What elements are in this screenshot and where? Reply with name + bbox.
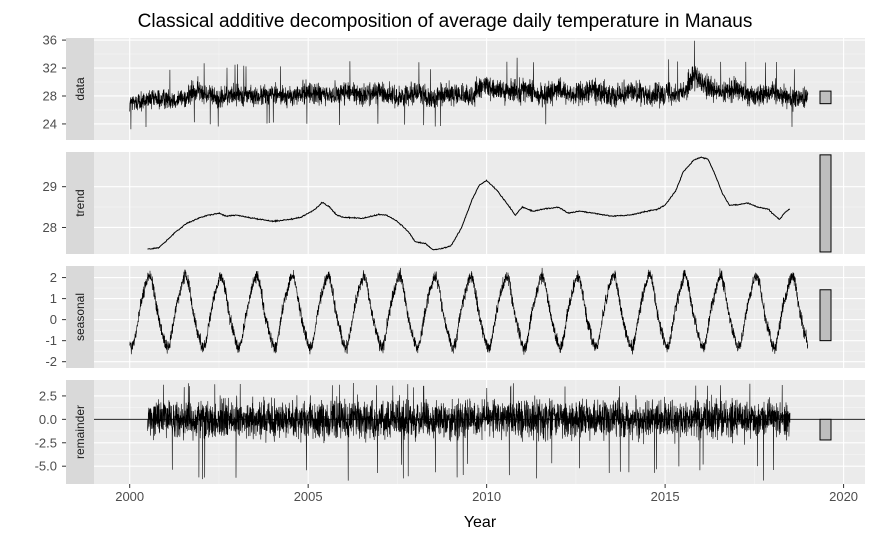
strip-background: [66, 38, 94, 140]
y-tick-label: 2.5: [39, 388, 57, 403]
data-series-line: [129, 40, 809, 130]
y-tick-label: -2: [45, 354, 57, 369]
y-tick-label: 28: [43, 88, 57, 103]
y-tick-label: -5.0: [35, 459, 57, 474]
series-group: [94, 382, 865, 481]
series-group: [147, 156, 791, 251]
trend-series-line: [147, 156, 791, 251]
x-tick-label: 2005: [294, 489, 323, 504]
x-tick-label: 2020: [829, 489, 858, 504]
y-tick-label: 2: [50, 270, 57, 285]
x-tick-label: 2010: [472, 489, 501, 504]
y-tick-label: -2.5: [35, 435, 57, 450]
strip-label: seasonal: [73, 293, 87, 341]
panel-background: [94, 152, 865, 254]
strip-label: trend: [73, 189, 87, 216]
y-tick-label: 0.0: [39, 412, 57, 427]
remainder-series-line: [147, 382, 791, 481]
series-group: [129, 267, 809, 355]
scale-bar: [819, 90, 832, 105]
y-tick-label: -1: [45, 333, 57, 348]
panel-data: 24 28 32 36 data: [43, 33, 865, 140]
y-tick-label: 28: [43, 220, 57, 235]
y-tick-label: 1: [50, 291, 57, 306]
strip-background: [66, 380, 94, 484]
panel-trend: 28 29 trend: [43, 152, 865, 254]
scale-bar: [819, 154, 832, 253]
y-tick-label: 36: [43, 33, 57, 48]
x-axis-title: Year: [464, 514, 497, 531]
x-axis: 2000 2005 2010 2015 2020: [115, 484, 858, 504]
strip-label: remainder: [73, 405, 87, 459]
x-tick-label: 2015: [651, 489, 680, 504]
y-tick-label: 29: [43, 179, 57, 194]
seasonal-series-line: [129, 267, 809, 355]
strip-background: [66, 266, 94, 368]
x-tick-label: 2000: [115, 489, 144, 504]
panel-seasonal: -2 -1 0 1 2 seasonal: [45, 266, 865, 369]
y-tick-label: 32: [43, 61, 57, 76]
y-tick-label: 0: [50, 312, 57, 327]
panels-layer: 24 28 32 36 data 28 29 trend -2 -1 0 1 2 seasonal -5.0…: [35, 33, 865, 484]
scale-bar: [819, 289, 832, 342]
strip-label: data: [73, 77, 87, 101]
scale-bar: [819, 418, 832, 441]
panel-remainder: -5.0 -2.5 0.0 2.5 remainder: [35, 380, 865, 484]
y-tick-label: 24: [43, 116, 57, 131]
strip-background: [66, 152, 94, 254]
series-group: [129, 40, 809, 130]
chart-title: Classical additive decomposition of aver…: [138, 11, 753, 32]
